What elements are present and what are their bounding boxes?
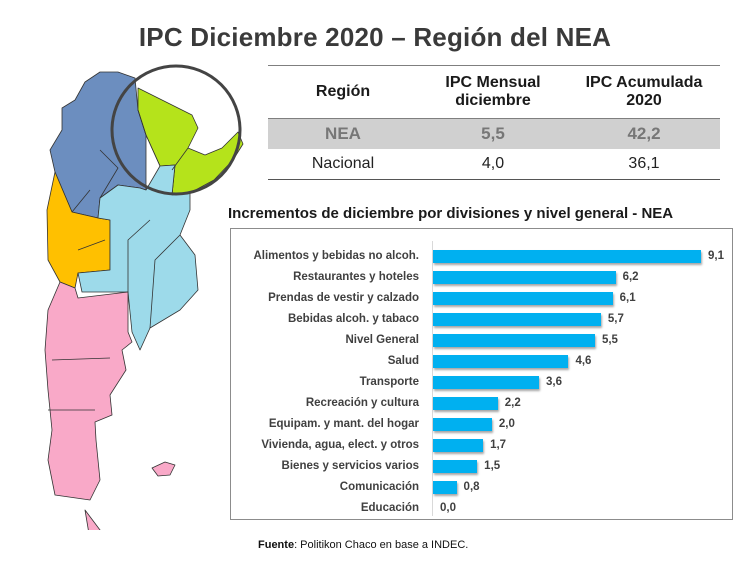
bar-value-label: 0,0 <box>440 502 456 514</box>
page-title: IPC Diciembre 2020 – Región del NEA <box>138 22 612 52</box>
header-region: Región <box>315 83 371 100</box>
bar-category-label: Vivienda, agua, elect. y otros <box>261 439 419 451</box>
bar <box>433 334 595 347</box>
bar-value-label: 2,0 <box>498 418 515 430</box>
cell-acumulada: 42,2 <box>627 124 661 143</box>
bar-category-label: Bebidas alcoh. y tabaco <box>287 313 419 325</box>
bar-row: Restaurantes y hoteles 6,2 <box>231 268 731 289</box>
table-header-row: Región IPC Mensual diciembre IPC Acumula… <box>268 66 720 119</box>
bar-row: Bienes y servicios varios 1,5 <box>231 457 731 478</box>
bar-row: Alimentos y bebidas no alcoh. 9,1 <box>231 247 731 268</box>
bar-row: Equipam. y mant. del hogar 2,0 <box>231 415 731 436</box>
bar-row: Recreación y cultura 2,2 <box>231 394 731 415</box>
bar-value-label: 9,1 <box>708 250 724 262</box>
bar-row: Salud 4,6 <box>231 352 731 373</box>
source-text: : Politikon Chaco en base a INDEC. <box>294 539 469 551</box>
nea-highlight-circle <box>110 64 242 196</box>
islas-malvinas <box>151 461 176 477</box>
bar-category-label: Equipam. y mant. del hogar <box>268 418 419 430</box>
bar-row: Nivel General 5,5 <box>231 331 731 352</box>
bar-category-label: Transporte <box>359 376 419 388</box>
bar-row: Transporte 3,6 <box>231 373 731 394</box>
bar-row: Comunicación 0,8 <box>231 478 731 499</box>
bar-chart: Alimentos y bebidas no alcoh. 9,1 Restaura… <box>230 228 733 520</box>
chart-title: Incrementos de diciembre por divisiones … <box>228 205 674 222</box>
bar-value-label: 3,6 <box>546 376 563 388</box>
region-tierra-del-fuego <box>84 509 101 530</box>
bar-row: Prendas de vestir y calzado 6,1 <box>231 289 731 310</box>
bar <box>433 418 492 431</box>
ipc-summary-table: Región IPC Mensual diciembre IPC Acumula… <box>268 65 720 180</box>
bar <box>433 376 540 389</box>
bar <box>433 271 616 284</box>
bar-category-label: Comunicación <box>339 481 419 493</box>
bar-value-label: 2,2 <box>504 397 521 409</box>
bar <box>433 292 613 305</box>
bar-value-label: 4,6 <box>575 355 592 367</box>
argentina-regions-map <box>44 64 244 530</box>
bar <box>433 250 701 263</box>
bar-row: Educación 0,0 <box>231 499 731 520</box>
table-row-nacional: Nacional 4,0 36,1 <box>268 149 720 179</box>
header-ipc-acumulada: IPC Acumulada 2020 <box>585 74 703 109</box>
bar-category-label: Salud <box>387 355 419 367</box>
bar-category-label: Educación <box>360 502 419 514</box>
bar-value-label: 6,2 <box>622 271 639 283</box>
source-note: Fuente: Politikon Chaco en base a INDEC. <box>258 539 468 551</box>
bar-category-label: Recreación y cultura <box>305 397 419 409</box>
bar-category-label: Prendas de vestir y calzado <box>268 292 419 304</box>
region-patagonia <box>44 281 133 501</box>
bar <box>433 355 569 368</box>
bar-category-label: Restaurantes y hoteles <box>293 271 419 283</box>
chart-axis <box>432 241 433 516</box>
cell-acumulada: 36,1 <box>628 155 660 172</box>
bar <box>433 460 478 473</box>
region-pampeana <box>77 164 199 351</box>
bar-value-label: 6,1 <box>619 292 636 304</box>
bar-value-label: 5,5 <box>601 334 618 346</box>
bar <box>433 313 601 326</box>
bar <box>433 397 498 410</box>
bar-row: Vivienda, agua, elect. y otros 1,7 <box>231 436 731 457</box>
bar-row: Bebidas alcoh. y tabaco 5,7 <box>231 310 731 331</box>
cell-mensual: 4,0 <box>481 155 505 172</box>
cell-region: Nacional <box>311 155 375 172</box>
header-ipc-mensual: IPC Mensual diciembre <box>445 74 541 109</box>
bar <box>433 439 484 452</box>
bar <box>433 481 457 494</box>
cell-mensual: 5,5 <box>481 124 505 143</box>
bar-category-label: Nivel General <box>345 334 419 346</box>
source-label: Fuente <box>258 539 295 551</box>
bar-category-label: Bienes y servicios varios <box>281 460 419 472</box>
bar-value-label: 5,7 <box>607 313 624 325</box>
bar-value-label: 1,5 <box>484 460 501 472</box>
bar-value-label: 0,8 <box>463 481 480 493</box>
bar-value-label: 1,7 <box>490 439 507 451</box>
cell-region: NEA <box>325 124 361 143</box>
table-row-nea: NEA 5,5 42,2 <box>268 119 720 149</box>
bar-category-label: Alimentos y bebidas no alcoh. <box>253 250 419 262</box>
